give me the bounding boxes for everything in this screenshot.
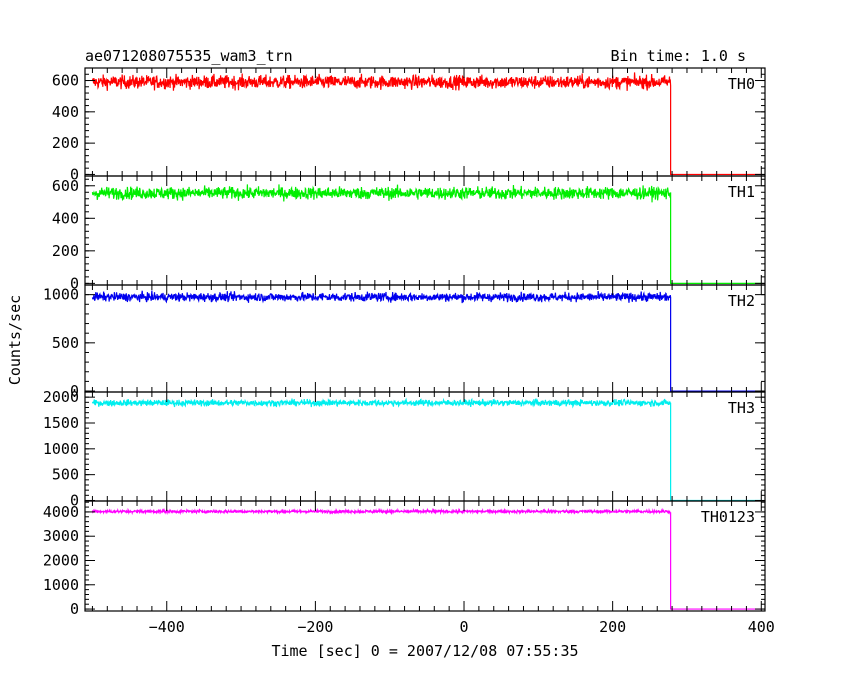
y-tick-label: 2000: [43, 388, 79, 406]
y-axis-label: Counts/sec: [6, 295, 24, 385]
y-tick-label: 500: [52, 466, 79, 484]
panel-th1: 0200400600TH1: [52, 176, 765, 292]
y-tick-label: 200: [52, 134, 79, 152]
series-line-th0: [92, 72, 761, 174]
x-axis: −400 −200 0 200 400: [149, 618, 775, 636]
series-line-th3: [92, 399, 761, 501]
y-tick-label: 1000: [43, 576, 79, 594]
x-tick-label: 0: [460, 618, 469, 636]
y-tick-label: 1000: [43, 440, 79, 458]
series-line-th1: [92, 184, 761, 283]
y-tick-label: 200: [52, 242, 79, 260]
y-tick-label: 1000: [43, 286, 79, 304]
panel-frame: [85, 285, 765, 392]
panel-th3: 0500100015002000TH3: [43, 388, 765, 509]
series-name-label: TH2: [728, 292, 755, 310]
chart-title: ae071208075535_wam3_trn: [85, 47, 293, 65]
panel-frame: [85, 501, 765, 611]
panel-th2: 05001000TH2: [43, 285, 765, 400]
series-name-label: TH0123: [701, 508, 755, 526]
series-line-th2: [92, 291, 761, 392]
series-name-label: TH1: [728, 183, 755, 201]
series-name-label: TH3: [728, 399, 755, 417]
y-tick-label: 1500: [43, 414, 79, 432]
series-line-th0123: [92, 509, 761, 609]
y-tick-label: 400: [52, 103, 79, 121]
y-tick-label: 600: [52, 72, 79, 90]
bin-time-label: Bin time: 1.0 s: [611, 47, 746, 65]
y-tick-label: 600: [52, 177, 79, 195]
x-tick-label: 400: [748, 618, 775, 636]
panels-group: 0200400600TH00200400600TH105001000TH2050…: [43, 68, 765, 618]
panel-th0: 0200400600TH0: [52, 68, 765, 183]
panel-th0123: 0 1000 2000 3000 4000 TH0123: [43, 501, 765, 618]
x-tick-label: −400: [149, 618, 185, 636]
x-tick-label: −200: [297, 618, 333, 636]
y-tick-label: 500: [52, 334, 79, 352]
y-tick-label: 0: [70, 600, 79, 618]
x-tick-label: 200: [599, 618, 626, 636]
y-tick-label: 3000: [43, 527, 79, 545]
x-axis-label: Time [sec] 0 = 2007/12/08 07:55:35: [271, 642, 578, 660]
panel-frame: [85, 392, 765, 501]
y-tick-label: 2000: [43, 551, 79, 569]
y-tick-label: 400: [52, 209, 79, 227]
series-name-label: TH0: [728, 75, 755, 93]
y-tick-label: 4000: [43, 503, 79, 521]
